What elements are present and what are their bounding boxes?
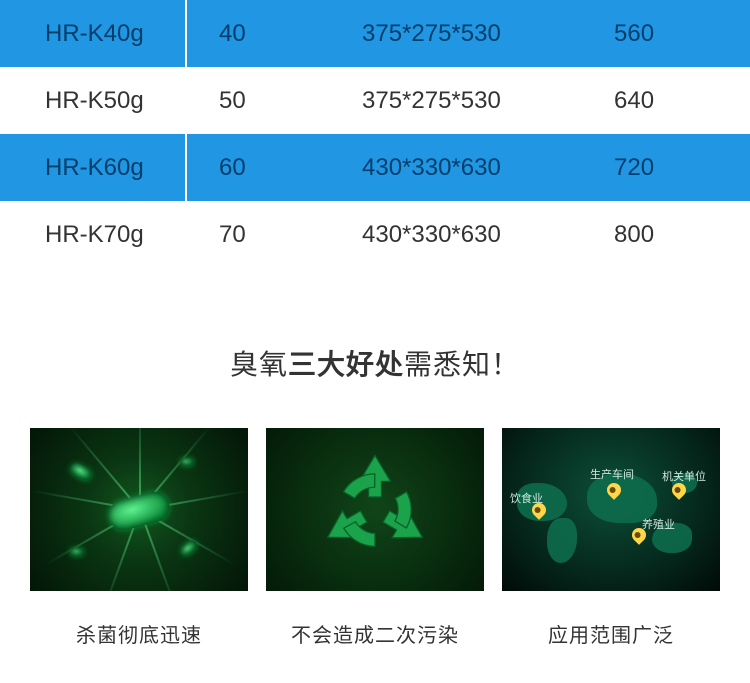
map-label: 饮食业 bbox=[510, 490, 543, 506]
cell-dims: 375*275*530 bbox=[342, 20, 592, 48]
cell-model: HR-K40g bbox=[0, 20, 185, 48]
cell-spec: 60 bbox=[187, 154, 342, 182]
headline-pre: 臭氧 bbox=[230, 349, 288, 380]
cell-val: 640 bbox=[592, 87, 747, 115]
benefit-cards: 杀菌彻底迅速 不会造成二次污染 bbox=[0, 428, 750, 648]
cell-dims: 430*330*630 bbox=[342, 154, 592, 182]
headline-bold: 三大好处 bbox=[288, 349, 404, 380]
cell-model: HR-K50g bbox=[0, 87, 185, 115]
cell-dims: 375*275*530 bbox=[342, 87, 592, 115]
cell-model: HR-K70g bbox=[0, 221, 185, 249]
benefit-card: 饮食业 生产车间 机关单位 养殖业 应用范围广泛 bbox=[502, 428, 720, 648]
cell-val: 800 bbox=[592, 221, 747, 249]
cell-val: 560 bbox=[592, 20, 747, 48]
benefit-card: 杀菌彻底迅速 bbox=[30, 428, 248, 648]
cell-val: 720 bbox=[592, 154, 747, 182]
table-row: HR-K70g 70 430*330*630 800 bbox=[0, 201, 750, 268]
map-label: 养殖业 bbox=[642, 516, 675, 532]
cell-spec: 50 bbox=[187, 87, 342, 115]
cell-dims: 430*330*630 bbox=[342, 221, 592, 249]
cell-spec: 70 bbox=[187, 221, 342, 249]
cell-spec: 40 bbox=[187, 20, 342, 48]
table-row: HR-K60g 60 430*330*630 720 bbox=[0, 134, 750, 201]
spec-table: HR-K40g 40 375*275*530 560 HR-K50g 50 37… bbox=[0, 0, 750, 268]
card-caption: 不会造成二次污染 bbox=[291, 619, 459, 648]
map-label: 生产车间 bbox=[590, 466, 634, 482]
cell-model: HR-K60g bbox=[0, 154, 185, 182]
worldmap-thumb: 饮食业 生产车间 机关单位 养殖业 bbox=[502, 428, 720, 591]
section-headline: 臭氧三大好处需悉知！ bbox=[0, 343, 750, 383]
card-caption: 应用范围广泛 bbox=[548, 619, 674, 648]
table-row: HR-K40g 40 375*275*530 560 bbox=[0, 0, 750, 67]
bacteria-thumb bbox=[30, 428, 248, 591]
recycle-icon bbox=[310, 445, 440, 575]
headline-post: 需悉知！ bbox=[404, 349, 520, 380]
recycle-thumb bbox=[266, 428, 484, 591]
card-caption: 杀菌彻底迅速 bbox=[76, 619, 202, 648]
map-label: 机关单位 bbox=[662, 468, 706, 484]
benefit-card: 不会造成二次污染 bbox=[266, 428, 484, 648]
table-row: HR-K50g 50 375*275*530 640 bbox=[0, 67, 750, 134]
